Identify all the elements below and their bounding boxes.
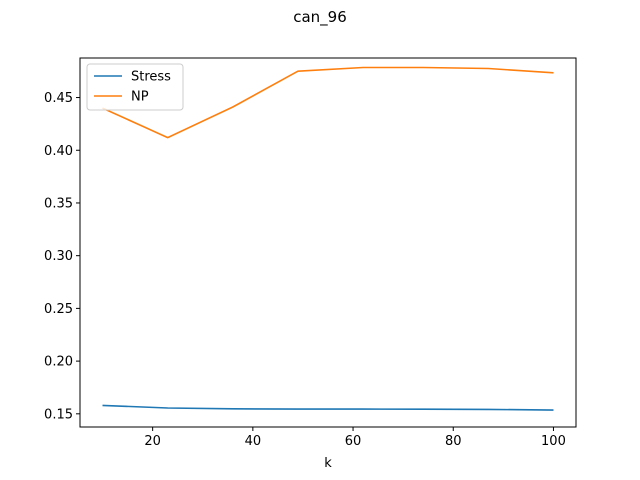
- y-tick-label: 0.30: [44, 249, 73, 264]
- x-axis-ticks: 20 40 60 80 100: [144, 427, 566, 449]
- legend-label-np: NP: [131, 90, 149, 105]
- legend-label-stress: Stress: [131, 70, 171, 85]
- chart-title: can_96: [293, 8, 347, 27]
- y-tick-label: 0.40: [44, 144, 73, 159]
- x-axis-label: k: [324, 456, 332, 471]
- series-line-stress: [102, 404, 554, 411]
- plot-area: 20 40 60 80 100 0.15 0.20 0.25 0.30 0.35 0.40 0.45…: [44, 57, 577, 449]
- legend: Stress NP: [86, 63, 184, 111]
- series-layer: [102, 66, 554, 411]
- y-tick-label: 0.20: [44, 355, 73, 370]
- x-tick-label: 80: [445, 434, 462, 449]
- y-tick-label: 0.45: [44, 91, 73, 106]
- y-tick-label: 0.25: [44, 302, 73, 317]
- y-axis-ticks: 0.15 0.20 0.25 0.30 0.35 0.40 0.45: [44, 91, 80, 422]
- axes-frame: [79, 57, 577, 428]
- y-tick-label: 0.15: [44, 407, 73, 422]
- series-line-np: [102, 66, 554, 139]
- x-tick-label: 40: [245, 434, 262, 449]
- y-tick-label: 0.35: [44, 196, 73, 211]
- x-tick-label: 60: [345, 434, 362, 449]
- x-tick-label: 20: [144, 434, 161, 449]
- x-tick-label: 100: [541, 434, 566, 449]
